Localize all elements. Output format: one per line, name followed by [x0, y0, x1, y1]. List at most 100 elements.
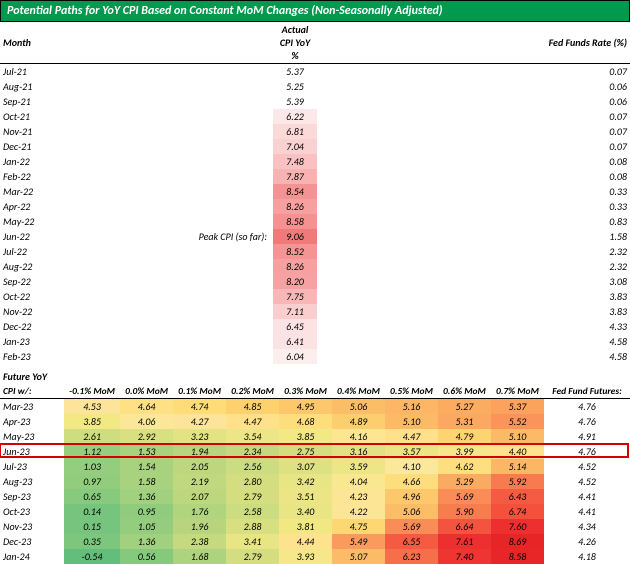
- proj-cell: 1.96: [173, 519, 226, 534]
- month-cell: Feb-22: [0, 169, 55, 184]
- cpi-cell: 8.52: [273, 244, 317, 259]
- projection-row: Jul-231.031.542.052.563.073.594.104.625.…: [0, 459, 630, 474]
- scenario-col-hdr: 0.4% MoM: [332, 384, 385, 399]
- fff-cell: 4.52: [544, 459, 630, 474]
- projection-row: Dec-230.351.362.383.414.445.496.557.618.…: [0, 534, 630, 549]
- ffr-cell: 0.07: [535, 124, 630, 139]
- proj-cell: 3.54: [226, 429, 279, 444]
- cpi-cell: 9.06: [273, 229, 317, 244]
- month-cell: Aug-21: [0, 79, 55, 94]
- projection-row: Jan-24-0.540.561.682.793.935.076.237.408…: [0, 549, 630, 564]
- proj-cell: 2.80: [226, 474, 279, 489]
- month-cell: Jul-22: [0, 244, 55, 259]
- proj-month: May-23: [0, 429, 64, 444]
- ffr-cell: 2.32: [535, 244, 630, 259]
- proj-cell: 5.06: [332, 399, 385, 415]
- proj-cell: 0.97: [64, 474, 120, 489]
- proj-cell: 4.23: [332, 489, 385, 504]
- month-cell: Mar-22: [0, 184, 55, 199]
- month-cell: Dec-22: [0, 319, 55, 334]
- proj-cell: 4.27: [173, 414, 226, 429]
- proj-cell: 1.36: [120, 534, 173, 549]
- proj-cell: 5.69: [438, 489, 491, 504]
- month-cell: Jan-23: [0, 334, 55, 349]
- proj-cell: 2.88: [226, 519, 279, 534]
- cpi-cell: 7.75: [273, 289, 317, 304]
- ffr-cell: 0.06: [535, 79, 630, 94]
- ffr-cell: 2.32: [535, 259, 630, 274]
- cpi-cell: 5.39: [273, 94, 317, 109]
- fff-cell: 4.41: [544, 504, 630, 519]
- month-cell: Sep-22: [0, 274, 55, 289]
- month-cell: Jan-22: [0, 154, 55, 169]
- future-label-row: Future YoY: [0, 366, 630, 384]
- header-row: Month Actual CPI YoY % Fed Funds Rate (%…: [0, 22, 630, 64]
- proj-cell: 2.75: [279, 444, 332, 459]
- proj-cell: 1.12: [64, 444, 120, 459]
- actual-row: Sep-228.203.08: [0, 274, 630, 289]
- fff-hdr: Fed Fund Futures:: [544, 384, 630, 399]
- actual-row: Jul-215.370.07: [0, 64, 630, 80]
- actual-row: Aug-215.250.06: [0, 79, 630, 94]
- proj-cell: 6.23: [385, 549, 438, 564]
- proj-cell: 4.74: [173, 399, 226, 415]
- proj-cell: 2.38: [173, 534, 226, 549]
- proj-cell: 4.10: [385, 459, 438, 474]
- proj-cell: 0.95: [120, 504, 173, 519]
- projection-wrap: Future YoY CPI w/:-0.1% MoM0.0% MoM0.1% …: [0, 366, 630, 564]
- proj-cell: 0.35: [64, 534, 120, 549]
- proj-cell: 4.66: [385, 474, 438, 489]
- proj-cell: 3.99: [438, 444, 491, 459]
- proj-cell: 1.68: [173, 549, 226, 564]
- proj-cell: 6.74: [491, 504, 544, 519]
- proj-cell: 4.06: [120, 414, 173, 429]
- proj-month: Mar-23: [0, 399, 64, 415]
- scenario-col-hdr: 0.6% MoM: [438, 384, 491, 399]
- proj-cell: 1.53: [120, 444, 173, 459]
- projection-row: May-232.612.923.233.543.854.164.474.795.…: [0, 429, 630, 444]
- proj-cell: 3.85: [64, 414, 120, 429]
- proj-cell: 5.07: [332, 549, 385, 564]
- proj-cell: 4.22: [332, 504, 385, 519]
- projection-row: Apr-233.854.064.274.474.684.895.105.315.…: [0, 414, 630, 429]
- proj-cell: 2.79: [226, 549, 279, 564]
- ffr-cell: 0.06: [535, 94, 630, 109]
- actual-row: Jun-22Peak CPI (so far):9.061.58: [0, 229, 630, 244]
- proj-month: Jun-23: [0, 444, 64, 459]
- fff-cell: 4.41: [544, 489, 630, 504]
- proj-cell: 3.42: [279, 474, 332, 489]
- ffr-cell: 4.58: [535, 334, 630, 349]
- proj-cell: 5.06: [385, 504, 438, 519]
- actual-row: Nov-216.810.07: [0, 124, 630, 139]
- proj-cell: 3.93: [279, 549, 332, 564]
- proj-cell: 6.64: [438, 519, 491, 534]
- hdr-ffr: Fed Funds Rate (%): [535, 22, 630, 64]
- month-cell: Feb-23: [0, 349, 55, 364]
- proj-cell: 6.43: [491, 489, 544, 504]
- proj-cell: 8.58: [491, 549, 544, 564]
- fff-cell: 4.91: [544, 429, 630, 444]
- proj-cell: 2.07: [173, 489, 226, 504]
- cpi-cell: 8.26: [273, 259, 317, 274]
- proj-cell: 2.58: [226, 504, 279, 519]
- fff-cell: 4.34: [544, 519, 630, 534]
- cpi-cell: 6.45: [273, 319, 317, 334]
- proj-cell: 2.61: [64, 429, 120, 444]
- projection-table: Future YoY CPI w/:-0.1% MoM0.0% MoM0.1% …: [0, 366, 630, 564]
- scenario-col-hdr: -0.1% MoM: [64, 384, 120, 399]
- actual-row: Jan-236.414.58: [0, 334, 630, 349]
- month-cell: Sep-21: [0, 94, 55, 109]
- actual-row: Oct-227.753.83: [0, 289, 630, 304]
- fff-cell: 4.76: [544, 444, 630, 459]
- proj-cell: 4.62: [438, 459, 491, 474]
- month-cell: Dec-21: [0, 139, 55, 154]
- proj-cell: 3.81: [279, 519, 332, 534]
- proj-cell: 3.41: [226, 534, 279, 549]
- cpi-cell: 7.87: [273, 169, 317, 184]
- month-cell: Jul-21: [0, 64, 55, 80]
- projection-row: Nov-230.151.051.962.883.814.755.696.647.…: [0, 519, 630, 534]
- proj-cell: 4.04: [332, 474, 385, 489]
- ffr-cell: 0.83: [535, 214, 630, 229]
- proj-cell: 1.36: [120, 489, 173, 504]
- proj-cell: 0.15: [64, 519, 120, 534]
